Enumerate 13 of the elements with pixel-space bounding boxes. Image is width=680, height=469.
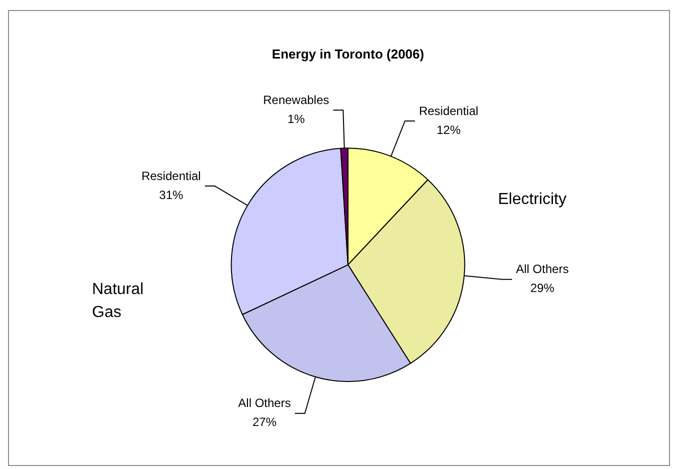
data-label: 29% (530, 281, 555, 296)
slice-label: Renewables (263, 92, 330, 107)
data-label: 1% (287, 112, 306, 126)
chart-title: Energy in Toronto (2006) (272, 46, 424, 62)
text: Natural Gas (92, 280, 145, 323)
data-label: 31% (159, 188, 184, 202)
slice-label: Residential (418, 104, 478, 118)
data-label: 27% (252, 415, 277, 430)
slice-label: All Others (238, 396, 291, 410)
slice-label: All Others (516, 262, 569, 276)
data-label: 12% (436, 122, 461, 137)
text: Electricity (498, 190, 568, 210)
slice-label: Residential (141, 168, 201, 183)
